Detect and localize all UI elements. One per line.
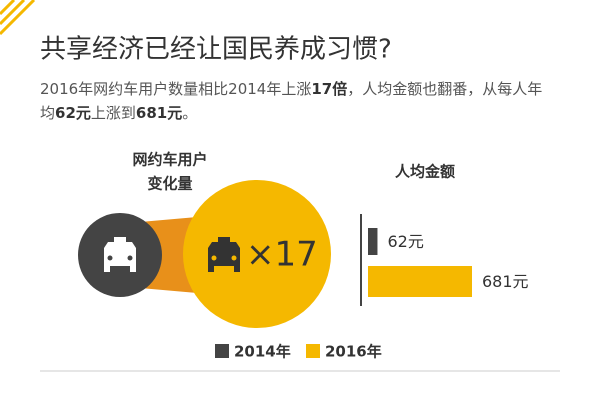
subtitle-text: ，人均金额也翻番，从每人年: [347, 80, 542, 98]
subtitle-text: 62元: [55, 104, 91, 122]
subtitle-line: 均62元上涨到681元。: [40, 104, 197, 122]
bar: [368, 266, 472, 297]
legend-swatch: [306, 344, 320, 358]
legend-swatch: [215, 344, 229, 358]
taxi-icon: [208, 237, 240, 272]
subtitle-text: 17倍: [311, 80, 347, 98]
title: 共享经济已经让国民养成习惯?: [40, 35, 392, 65]
value-label: 681元: [482, 272, 529, 291]
taxi-icon: [104, 237, 136, 272]
bar-chart-title: 人均金额: [395, 163, 455, 181]
multiplier: ×17: [246, 235, 318, 275]
legend-label: 2016年: [325, 343, 382, 361]
corner-stripes: [0, 0, 36, 36]
bar: [368, 228, 378, 255]
value-label: 62元: [387, 232, 423, 251]
circle-2016: [183, 180, 331, 328]
subtitle: 2016年网约车用户数量相比2014年上涨17倍，人均金额也翻番，从每人年均62…: [40, 80, 542, 122]
legend-label: 2014年: [234, 343, 291, 361]
subtitle-text: 均: [40, 104, 55, 122]
subtitle-text: 681元: [136, 104, 182, 122]
subtitle-line: 2016年网约车用户数量相比2014年上涨17倍，人均金额也翻番，从每人年: [40, 80, 542, 98]
panel-label: 变化量: [147, 175, 192, 193]
panel-label: 网约车用户: [132, 151, 207, 169]
subtitle-text: 。: [182, 104, 197, 122]
subtitle-text: 上涨到: [91, 104, 136, 122]
subtitle-text: 2016年网约车用户数量相比2014年上涨: [40, 80, 311, 98]
